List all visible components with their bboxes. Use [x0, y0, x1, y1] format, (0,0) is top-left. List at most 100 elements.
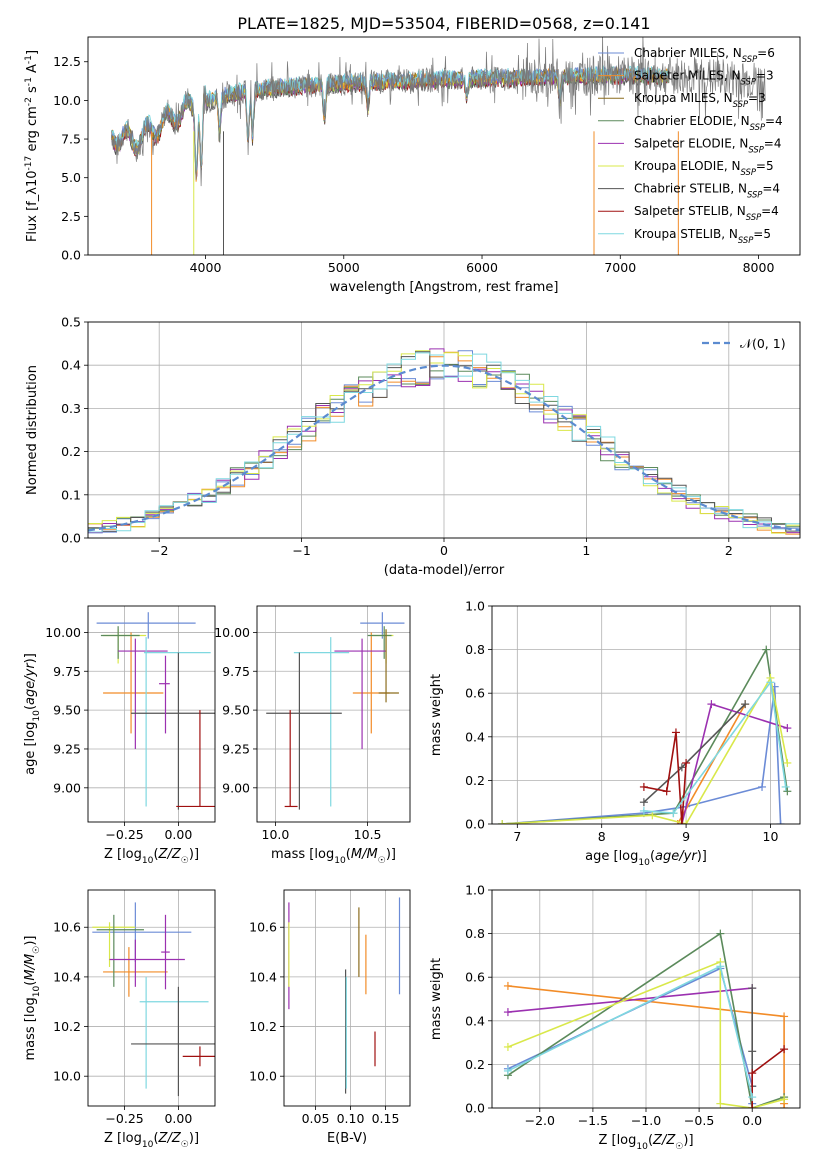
y-tick-label: 9.25 [222, 741, 250, 756]
y-tick-label: 0.2 [465, 1057, 485, 1072]
x-tick-label: −1.5 [578, 1113, 608, 1128]
weight-series-line [676, 703, 746, 824]
y-tick-label: 0.6 [465, 970, 485, 985]
y-axis-label: Normed distribution [25, 365, 40, 495]
y-axis-label: mass [log10(M/M☉)] [23, 936, 42, 1061]
y-tick-label: 5.0 [61, 170, 81, 185]
x-tick-label: 0.05 [302, 1111, 330, 1126]
x-tick-label: 6000 [466, 260, 498, 275]
x-tick-label: 0.15 [372, 1111, 400, 1126]
y-tick-label: 0.8 [465, 642, 485, 657]
axes-frame [283, 889, 411, 1107]
x-tick-label: −1 [292, 543, 310, 558]
y-tick-label: 10.2 [53, 1019, 81, 1034]
axes-frame [256, 605, 411, 823]
weight-series-line [507, 967, 753, 1104]
x-tick-label: 9 [682, 829, 690, 844]
y-tick-label: 0.2 [61, 444, 81, 459]
y-tick-label: 9.75 [53, 664, 81, 679]
x-tick-label: 5000 [328, 260, 360, 275]
y-tick-label: 12.5 [53, 54, 81, 69]
y-tick-label: 0.3 [61, 401, 81, 416]
x-tick-label: 10 [763, 829, 779, 844]
axes-frame [491, 605, 801, 825]
y-axis-label: mass weight [429, 958, 444, 1040]
plot-area [111, 37, 766, 255]
y-tick-label: 9.50 [53, 703, 81, 718]
y-axis-label: mass weight [429, 674, 444, 756]
legend-label: Chabrier STELIB, NSSP=4 [634, 182, 780, 200]
legend-label: Kroupa ELODIE, NSSP=5 [634, 159, 774, 177]
y-tick-label: 10.6 [249, 920, 277, 935]
x-tick-label: 10.5 [354, 827, 382, 842]
mass-weight-vs-age-panel: 7 8 9 10 0.0 0.2 0.4 0.6 0.8 1.0 age [log10(age/yr… [429, 599, 801, 868]
x-tick-label: −0.25 [105, 1111, 143, 1126]
y-tick-label: 0.8 [465, 926, 485, 941]
weight-series-line [643, 680, 787, 814]
x-tick-label: 4000 [190, 260, 222, 275]
plot-area [88, 348, 800, 535]
age-vs-mass-panel: 10.0 10.5 9.00 9.25 9.50 9.75 10.00 mass [log10… [214, 605, 411, 866]
x-tick-label: 8 [598, 829, 606, 844]
x-tick-label: 0 [440, 543, 448, 558]
x-axis-label: Z [log10(Z/Z☉)] [104, 847, 199, 866]
y-tick-label: 9.00 [222, 780, 250, 795]
x-tick-label: 0.10 [337, 1111, 365, 1126]
x-axis-label: Z [log10(Z/Z☉)] [598, 1133, 693, 1152]
x-tick-label: −0.25 [105, 827, 143, 842]
y-tick-label: 0.2 [465, 773, 485, 788]
x-axis-label: E(B-V) [327, 1131, 367, 1146]
x-tick-label: −2 [150, 543, 168, 558]
y-tick-label: 0.0 [465, 817, 485, 832]
y-tick-label: 7.5 [61, 132, 81, 147]
legend-label: Kroupa MILES, NSSP=3 [634, 91, 766, 109]
x-tick-label: 0.00 [164, 1111, 192, 1126]
normal-curve [88, 364, 800, 532]
residual-histogram-panel: 𝒩(0, 1) −2 −1 0 1 2 0.0 0.1 0.2 0.3 0.4 0.5 (data-mo… [25, 315, 801, 578]
y-tick-label: 10.0 [53, 93, 81, 108]
y-tick-label: 9.00 [53, 780, 81, 795]
legend-label: Chabrier ELODIE, NSSP=4 [634, 114, 783, 132]
x-tick-label: −1.0 [631, 1113, 661, 1128]
mass-weight-vs-metallicity-panel: −2.0 −1.5 −1.0 −0.5 0.0 0.0 0.2 0.4 0.6 0.8 1.0 Z [… [429, 883, 801, 1152]
y-tick-label: 10.00 [45, 625, 81, 640]
y-tick-label: 9.25 [53, 741, 81, 756]
age-vs-metallicity-panel: −0.25 0.00 9.00 9.25 9.50 9.75 10.00 Z [log10(Z… [23, 605, 216, 866]
x-tick-label: 7 [513, 829, 521, 844]
y-axis-label: age [log10(age/yr)] [23, 653, 42, 775]
x-axis-label: wavelength [Angstrom, rest frame] [330, 280, 559, 295]
y-tick-label: 10.0 [53, 1069, 81, 1084]
y-tick-label: 0.4 [465, 729, 485, 744]
y-tick-label: 0.0 [61, 531, 81, 546]
mass-vs-ebv-panel: 0.05 0.10 0.15 10.0 10.2 10.4 10.6 E(B-V) [249, 889, 411, 1146]
weight-series-line [507, 987, 753, 1013]
legend-label: Salpeter STELIB, NSSP=4 [634, 204, 779, 222]
y-tick-label: 0.0 [465, 1101, 485, 1116]
figure-title: PLATE=1825, MJD=53504, FIBERID=0568, z=0… [237, 14, 650, 33]
plot-area [96, 612, 215, 810]
legend-label: Salpeter ELODIE, NSSP=4 [634, 136, 782, 154]
legend-label: Chabrier MILES, NSSP=6 [634, 46, 775, 64]
x-tick-label: 10.0 [262, 827, 290, 842]
y-tick-label: 10.0 [249, 1069, 277, 1084]
y-tick-label: 0.6 [465, 686, 485, 701]
weight-series-line [643, 703, 746, 803]
plot-area [503, 929, 789, 1108]
legend-label: Salpeter MILES, NSSP=3 [634, 69, 774, 87]
axes-frame [87, 36, 801, 256]
legend-label: 𝒩(0, 1) [740, 336, 786, 351]
x-axis-label: Z [log10(Z/Z☉)] [104, 1131, 199, 1150]
x-tick-label: 0.0 [742, 1113, 762, 1128]
x-tick-label: 0.00 [164, 827, 192, 842]
observed-spectrum-line [111, 37, 766, 187]
plot-area [498, 645, 792, 824]
x-tick-label: −0.5 [684, 1113, 714, 1128]
y-tick-label: 0.0 [61, 248, 81, 263]
plot-area [288, 897, 401, 1094]
x-axis-label: (data-model)/error [384, 563, 505, 578]
x-axis-label: mass [log10(M/M☉)] [271, 847, 396, 866]
y-tick-label: 2.5 [61, 209, 81, 224]
legend-label: Kroupa STELIB, NSSP=5 [634, 227, 771, 245]
y-tick-label: 10.4 [249, 969, 277, 984]
